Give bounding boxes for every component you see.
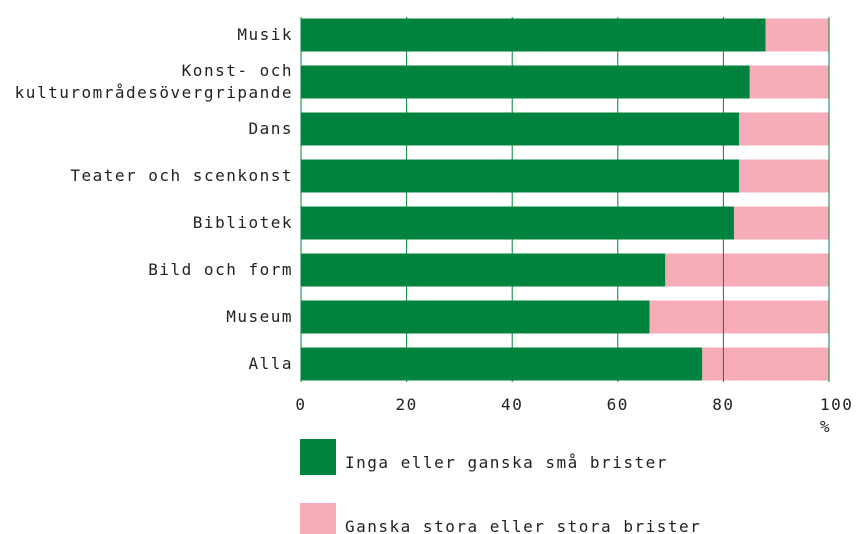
y-tick-label: Konst- och kulturområdesövergripande — [14, 61, 293, 102]
legend-label: Inga eller ganska små brister — [345, 453, 668, 472]
legend-swatch — [300, 439, 336, 475]
y-tick-label: Dans — [248, 119, 293, 138]
y-tick-label: Alla — [248, 354, 293, 373]
bar-segment — [301, 253, 666, 287]
bar-segment — [301, 65, 750, 99]
legend-label: Ganska stora eller stora brister — [345, 517, 702, 534]
y-tick-label: Bibliotek — [192, 213, 293, 232]
bar-segment — [301, 159, 740, 193]
y-tick-label: Museum — [226, 307, 293, 326]
bar-segment — [301, 206, 734, 240]
bar-segment — [739, 159, 829, 193]
x-tick-label: 0 — [295, 395, 307, 414]
y-tick-label: Bild och form — [148, 260, 293, 279]
bar-segment — [301, 112, 740, 146]
bar-segment — [733, 206, 829, 240]
x-tick-label: 80 — [712, 395, 735, 414]
bar-segment — [301, 347, 703, 381]
bar-segment — [765, 18, 829, 52]
x-tick-label: 60 — [606, 395, 629, 414]
y-tick-label: Musik — [237, 25, 293, 44]
x-tick-label: 40 — [501, 395, 524, 414]
bar-segment — [702, 347, 829, 381]
bar-segment — [301, 18, 766, 52]
x-tick-label: 100 % — [820, 395, 854, 436]
legend-swatch — [300, 503, 336, 534]
bar-segment — [665, 253, 829, 287]
bar-segment — [739, 112, 829, 146]
bar-segment — [649, 300, 829, 334]
x-tick-label: 20 — [395, 395, 418, 414]
bar-segment — [749, 65, 829, 99]
y-tick-label: Teater och scenkonst — [70, 166, 293, 185]
bar-segment — [301, 300, 650, 334]
